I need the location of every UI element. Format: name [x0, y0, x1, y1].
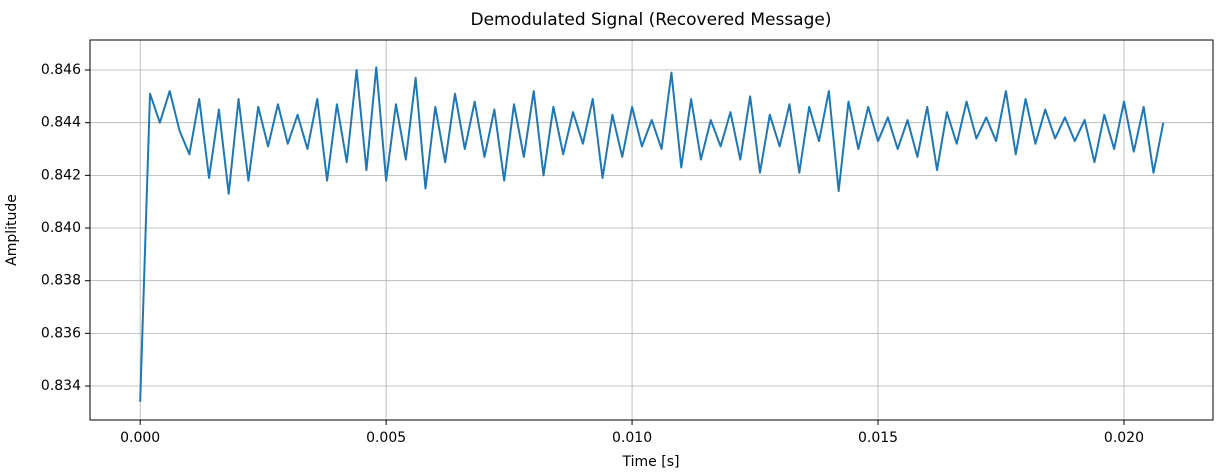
- y-tick-label: 0.846: [41, 62, 81, 78]
- y-tick-label: 0.834: [41, 378, 81, 394]
- x-tick-label: 0.000: [120, 430, 160, 446]
- x-axis-label: Time [s]: [622, 454, 680, 470]
- x-tick-label: 0.015: [858, 430, 898, 446]
- y-tick-label: 0.836: [41, 325, 81, 341]
- chart-title: Demodulated Signal (Recovered Message): [471, 10, 832, 30]
- x-tick-label: 0.020: [1104, 430, 1144, 446]
- plot-frame: [89, 39, 1214, 421]
- y-tick-label: 0.840: [41, 220, 81, 236]
- y-tick-label: 0.842: [41, 167, 81, 183]
- x-tick-label: 0.005: [366, 430, 406, 446]
- x-tick-label: 0.010: [612, 430, 652, 446]
- y-tick-label: 0.838: [41, 273, 81, 289]
- y-tick-label: 0.844: [41, 115, 81, 131]
- data-line: [139, 66, 1165, 402]
- y-axis-label: Amplitude: [4, 194, 20, 266]
